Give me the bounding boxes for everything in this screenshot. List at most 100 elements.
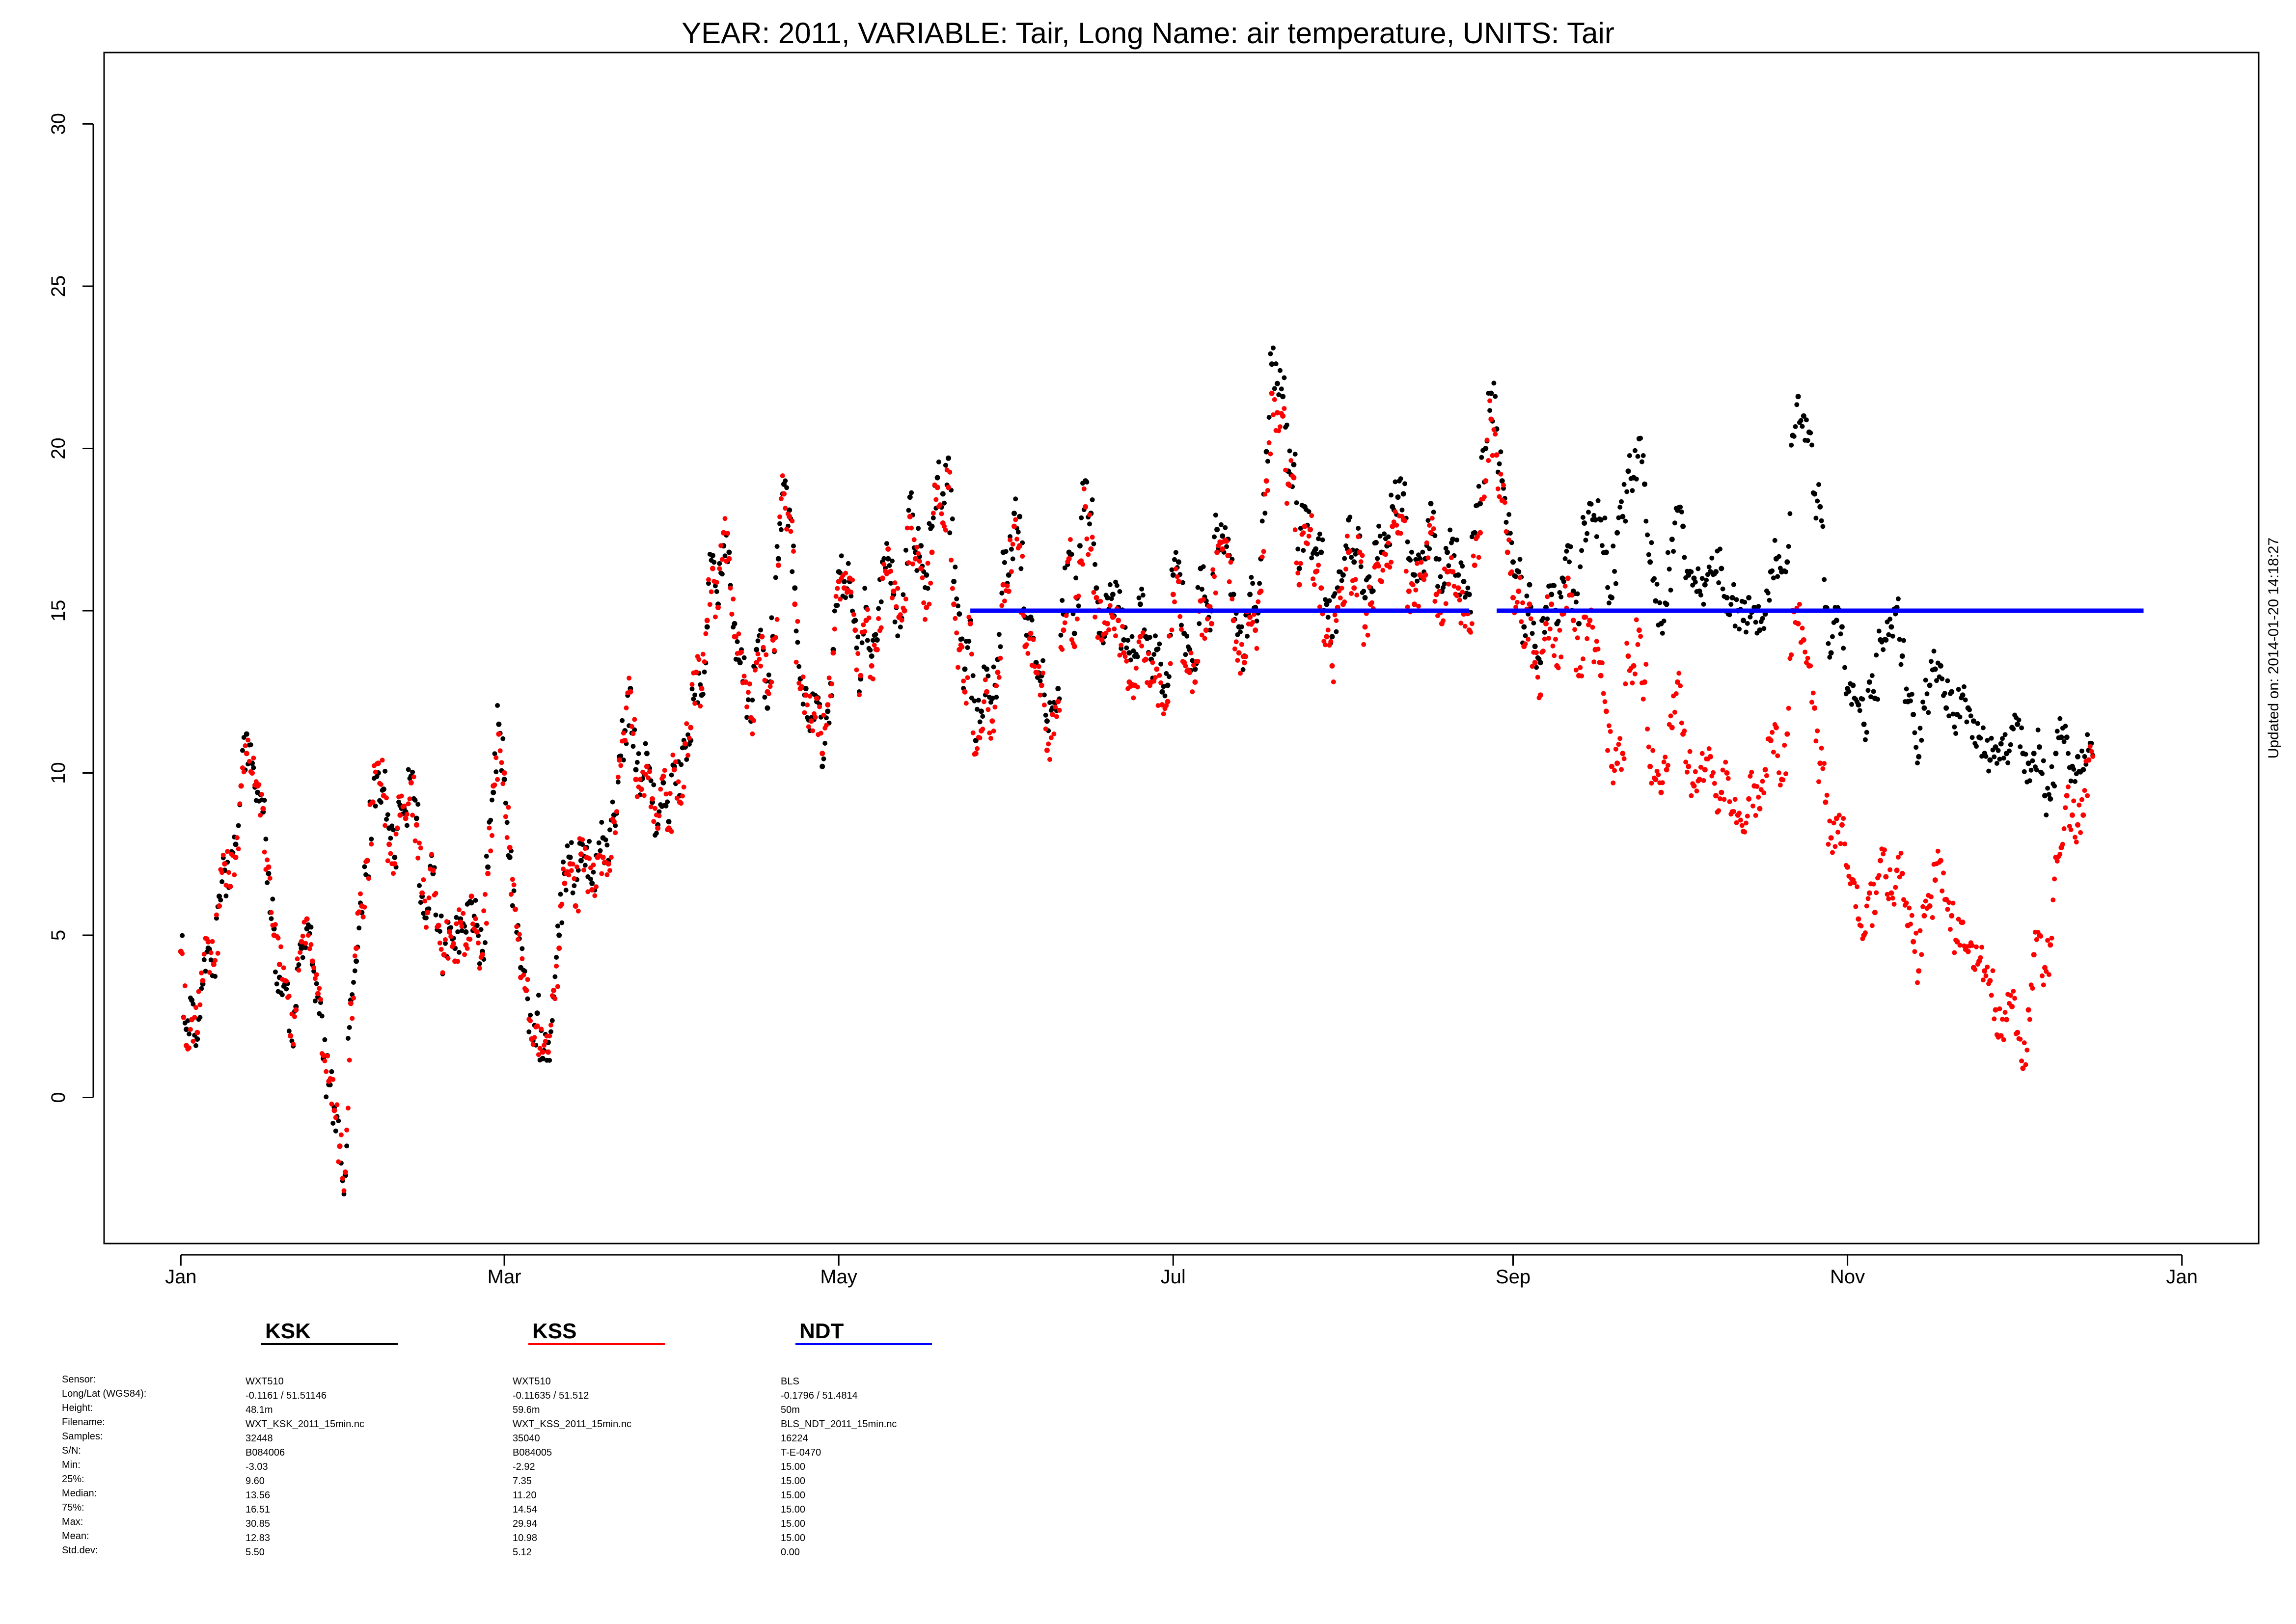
data-point (1199, 587, 1204, 592)
data-point (808, 718, 814, 724)
data-point (1839, 822, 1845, 828)
data-point (1805, 655, 1810, 661)
data-point (1624, 489, 1630, 494)
data-point (411, 774, 416, 780)
data-point (704, 624, 710, 630)
data-point (318, 997, 323, 1002)
data-point (1992, 754, 1997, 759)
data-point (473, 916, 478, 921)
data-point (680, 793, 685, 799)
data-point (1274, 380, 1280, 386)
data-point (781, 491, 787, 497)
data-point (1678, 504, 1683, 510)
data-point (1891, 901, 1897, 907)
data-point (418, 900, 423, 905)
data-point (279, 992, 285, 998)
data-point (1639, 459, 1644, 464)
data-point (352, 968, 357, 974)
data-point (1909, 692, 1914, 697)
data-point (1402, 518, 1407, 523)
data-point (1908, 698, 1913, 704)
data-point (296, 968, 301, 973)
data-point (1869, 673, 1875, 678)
data-point (868, 648, 873, 653)
data-point (274, 981, 279, 987)
data-point (653, 806, 658, 811)
data-point (719, 557, 725, 562)
data-point (855, 634, 861, 640)
data-point (1682, 555, 1687, 560)
data-point (939, 511, 944, 516)
stat-value: -0.1161 / 51.51146 (246, 1390, 327, 1401)
data-point (1212, 534, 1217, 540)
data-point (634, 794, 640, 799)
data-point (503, 800, 508, 806)
data-point (994, 695, 999, 700)
data-point (1040, 670, 1046, 676)
data-point (536, 1052, 541, 1057)
data-point (370, 799, 376, 805)
data-point (563, 888, 569, 893)
data-point (617, 757, 622, 763)
data-point (1611, 543, 1616, 549)
data-point (1801, 413, 1806, 419)
data-point (714, 580, 719, 585)
data-point (1170, 592, 1176, 597)
data-point (826, 675, 832, 680)
data-point (1390, 523, 1395, 529)
data-point (780, 473, 785, 479)
data-point (866, 615, 872, 621)
data-point (1614, 530, 1620, 536)
data-point (1940, 888, 1945, 893)
data-point (906, 508, 911, 513)
data-point (1487, 408, 1493, 413)
data-point (1412, 601, 1417, 607)
data-point (910, 561, 915, 567)
data-point (364, 858, 370, 864)
data-point (201, 957, 207, 962)
data-point (519, 956, 525, 961)
data-point (1573, 667, 1579, 673)
data-point (1968, 713, 1973, 719)
plot-frame (103, 52, 2260, 1245)
data-point (924, 572, 929, 578)
data-point (1928, 659, 1934, 664)
data-point (548, 1023, 553, 1028)
data-point (1927, 682, 1933, 688)
data-point (2001, 756, 2006, 761)
data-point (1210, 567, 1216, 572)
data-point (260, 806, 266, 812)
data-point (714, 589, 719, 594)
data-point (767, 684, 773, 689)
data-point (262, 798, 267, 803)
data-point (330, 1077, 336, 1082)
data-point (1819, 745, 1824, 751)
data-point (220, 852, 226, 858)
data-point (180, 933, 185, 938)
data-point (1110, 614, 1116, 620)
data-point (1497, 494, 1502, 499)
data-point (1091, 590, 1096, 595)
data-point (1679, 509, 1684, 514)
data-point (1060, 598, 1065, 603)
data-point (1373, 540, 1379, 545)
data-point (784, 485, 790, 490)
data-point (1195, 659, 1201, 664)
data-point (1540, 616, 1546, 621)
data-point (517, 932, 522, 937)
data-point (490, 833, 494, 838)
data-point (1848, 881, 1853, 887)
data-point (1849, 702, 1854, 707)
data-point (1481, 494, 1487, 500)
data-point (1025, 651, 1031, 656)
data-point (1432, 533, 1438, 539)
data-point (273, 922, 278, 927)
data-point (443, 937, 448, 942)
data-point (1634, 476, 1639, 482)
data-point (1493, 394, 1498, 399)
data-point (1081, 486, 1087, 491)
data-point (402, 803, 407, 809)
data-point (1472, 562, 1477, 568)
data-point (1980, 725, 1986, 731)
data-point (914, 544, 920, 550)
